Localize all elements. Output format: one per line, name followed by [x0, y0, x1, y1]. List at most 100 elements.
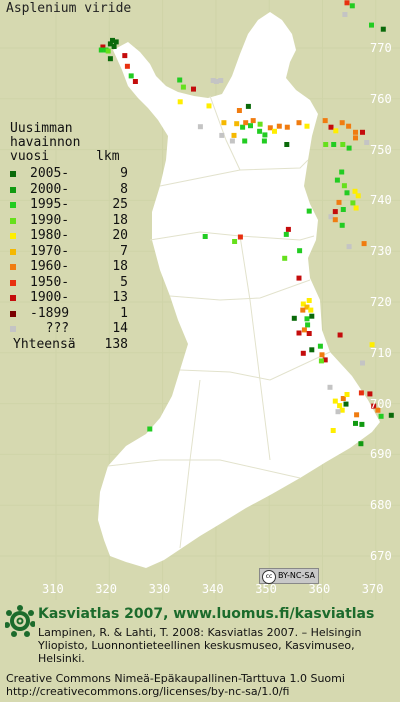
- observation-marker: [359, 421, 365, 427]
- legend-count: 18: [112, 212, 128, 228]
- observation-marker: [267, 125, 273, 131]
- observation-marker: [132, 79, 138, 84]
- northing-tick-label: 750: [370, 142, 392, 157]
- easting-tick-label: 360: [308, 582, 331, 596]
- legend-row: ??? 14: [10, 322, 128, 338]
- observation-marker: [353, 205, 359, 211]
- observation-marker: [240, 124, 246, 130]
- observation-marker: [323, 142, 329, 147]
- northing-tick-label: 680: [370, 498, 392, 513]
- observation-marker: [210, 78, 216, 83]
- northing-tick-label: 710: [370, 345, 392, 360]
- observation-marker: [284, 142, 290, 147]
- cc-license-badge[interactable]: cc BY-NC-SA: [259, 568, 319, 584]
- observation-marker: [346, 123, 352, 129]
- observation-marker: [364, 140, 370, 145]
- observation-marker: [272, 128, 277, 134]
- observation-marker: [353, 420, 358, 426]
- observation-marker: [124, 63, 130, 69]
- observation-marker: [337, 403, 343, 409]
- distribution-map: [98, 0, 394, 568]
- observation-marker: [319, 352, 325, 358]
- easting-tick-label: 320: [95, 582, 117, 596]
- legend-row: 1990- 18: [10, 212, 128, 230]
- observation-marker: [177, 77, 183, 83]
- legend-heading-2: havainnon: [10, 135, 81, 150]
- observation-marker: [331, 142, 337, 147]
- observation-marker: [284, 124, 290, 130]
- legend-row: 2000- 8: [10, 182, 128, 199]
- easting-tick-label: 310: [42, 582, 64, 596]
- observation-marker: [335, 409, 341, 415]
- observation-marker: [111, 44, 117, 49]
- observation-marker: [197, 124, 203, 130]
- observation-marker: [147, 426, 153, 432]
- observation-marker: [355, 193, 361, 199]
- observation-marker: [242, 138, 248, 144]
- observation-marker: [322, 118, 328, 124]
- observation-marker: [257, 121, 263, 127]
- observation-marker: [388, 412, 394, 418]
- observation-marker: [257, 128, 263, 134]
- observation-marker: [306, 208, 312, 214]
- observation-marker: [346, 145, 352, 151]
- observation-marker: [243, 120, 249, 126]
- legend-count: 20: [112, 228, 128, 243]
- legend-count: 13: [112, 290, 128, 305]
- observation-marker: [332, 217, 338, 223]
- observation-marker: [336, 199, 342, 205]
- observation-marker: [332, 398, 338, 404]
- observation-marker: [218, 78, 224, 83]
- license-name: Creative Commons Nimeä-Epäkaupallinen-Ta…: [6, 672, 345, 685]
- observation-marker: [333, 128, 339, 134]
- province-borders: [107, 95, 331, 549]
- observation-marker: [346, 244, 352, 250]
- license-badge-text: BY-NC-SA: [278, 571, 316, 580]
- observation-marker: [177, 99, 183, 105]
- legend-row: 1970- 7: [10, 244, 128, 261]
- legend-swatch: [10, 326, 16, 332]
- land-finland: [98, 12, 380, 568]
- northing-tick-label: 670: [370, 549, 392, 563]
- observation-marker: [369, 342, 375, 348]
- observation-marker: [334, 177, 340, 183]
- license-url[interactable]: http://creativecommons.org/licenses/by-n…: [6, 685, 290, 698]
- easting-tick-label: 350: [255, 582, 277, 596]
- observation-marker: [180, 84, 186, 90]
- observation-marker: [248, 123, 253, 129]
- observation-marker: [341, 183, 347, 189]
- legend-period: 2005-: [30, 166, 70, 181]
- observation-marker: [107, 56, 113, 62]
- legend-period: 1990-: [30, 212, 70, 228]
- northing-tick-label: 740: [370, 193, 392, 208]
- observation-marker: [202, 234, 208, 239]
- observation-marker: [234, 121, 240, 127]
- observation-marker: [349, 3, 355, 9]
- legend-swatch: [10, 310, 16, 317]
- observation-marker: [221, 120, 227, 126]
- observation-marker: [261, 138, 267, 144]
- legend-count: 9: [120, 166, 128, 181]
- observation-marker: [371, 403, 377, 409]
- observation-marker: [107, 41, 113, 47]
- observation-marker: [339, 222, 345, 228]
- observation-marker: [232, 239, 238, 244]
- brand-title[interactable]: Kasviatlas 2007, www.luomus.fi/kasviatla…: [38, 606, 375, 622]
- observation-marker: [332, 209, 338, 215]
- observation-marker: [229, 138, 235, 144]
- observation-marker: [285, 226, 291, 232]
- observation-marker: [300, 350, 306, 356]
- observation-marker: [339, 120, 345, 126]
- legend-swatch: [10, 264, 16, 270]
- legend-count: 8: [120, 181, 128, 197]
- observation-marker: [354, 412, 360, 418]
- observation-marker: [213, 79, 219, 84]
- observation-marker: [110, 37, 115, 43]
- legend-row: 1980- 20: [10, 229, 128, 245]
- observation-marker: [122, 53, 128, 59]
- legend-swatch: [10, 295, 16, 301]
- legend-swatch: [10, 279, 16, 286]
- observation-marker: [113, 39, 119, 45]
- observation-marker: [296, 330, 302, 336]
- legend-row: 1900- 13: [10, 291, 128, 307]
